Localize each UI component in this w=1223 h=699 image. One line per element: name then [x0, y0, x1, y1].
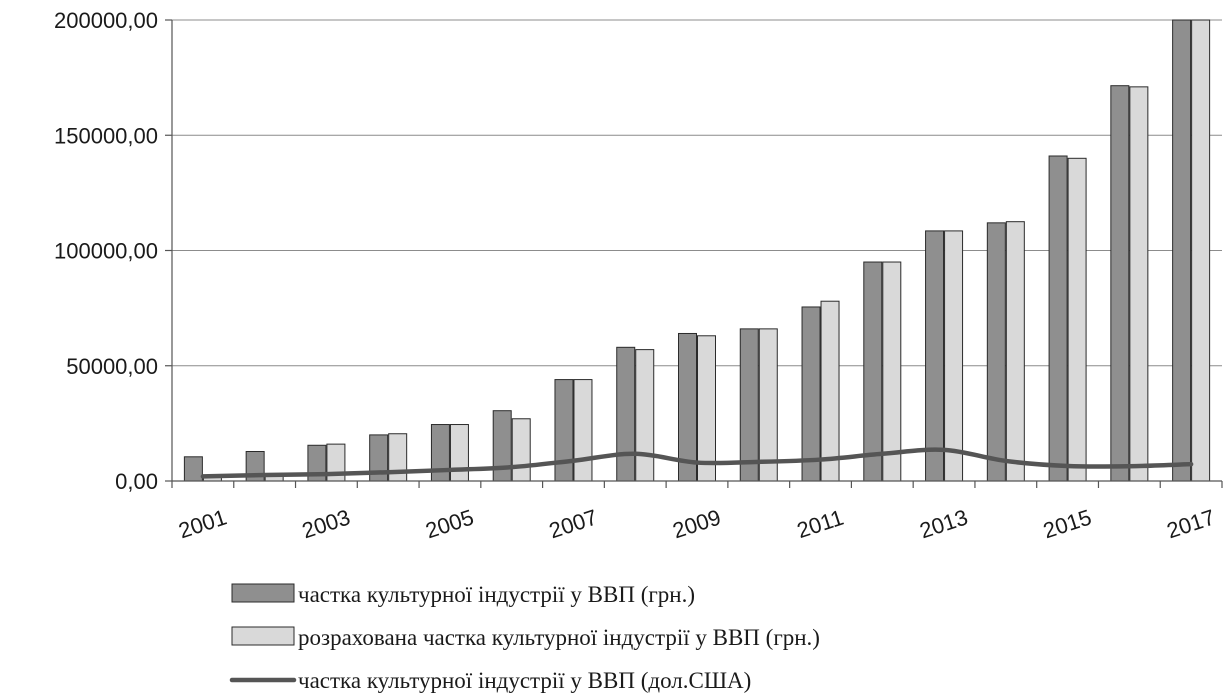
legend-label: розрахована частка культурної індустрії … — [298, 625, 820, 650]
x-tick-label: 2013 — [917, 504, 971, 543]
bar-actual-2006 — [492, 410, 512, 482]
y-tick-label: 0,00 — [115, 469, 158, 494]
bar-calculated-2010 — [758, 328, 778, 482]
bar-actual-2012 — [863, 261, 883, 482]
legend-label: частка культурної індустрії у ВВП (грн.) — [298, 582, 695, 607]
x-tick-label: 2003 — [299, 504, 353, 543]
y-tick-label: 50000,00 — [66, 354, 158, 379]
bar-actual-2013 — [925, 230, 945, 482]
y-tick-label: 150000,00 — [54, 123, 158, 148]
legend: частка культурної індустрії у ВВП (грн.)… — [229, 582, 820, 693]
bar-calculated-2012 — [882, 261, 902, 482]
bar-calculated-2007 — [573, 379, 593, 482]
bar-actual-2015 — [1048, 155, 1068, 482]
legend-swatch — [231, 583, 295, 603]
x-axis-tick-labels: 2001 2003 2005 2007 2009 2011 2013 2015 2017 — [175, 504, 1218, 543]
bar-calculated-2008 — [635, 349, 655, 482]
bar-calculated-2009 — [697, 335, 716, 482]
bar-calculated-2016 — [1129, 86, 1149, 482]
bar-actual-2011 — [801, 306, 821, 482]
line-series — [200, 447, 1194, 479]
bar-calculated-2017 — [1191, 19, 1211, 482]
bar-actual-2017 — [1172, 19, 1192, 482]
legend-swatch — [231, 626, 295, 646]
bar-actual-2001 — [183, 456, 203, 482]
y-tick-label: 200000,00 — [54, 8, 158, 33]
legend-label: частка культурної індустрії у ВВП (дол.С… — [298, 668, 751, 693]
bar-calculated-2006 — [511, 418, 531, 482]
bar-calculated-2013 — [944, 230, 964, 482]
bar-actual-2008 — [616, 346, 636, 482]
bar-calculated-2005 — [449, 424, 469, 482]
bar-actual-2010 — [739, 328, 759, 482]
x-tick-label: 2009 — [670, 504, 724, 543]
bar-calculated-2011 — [820, 300, 840, 482]
axes — [165, 19, 1223, 488]
bar-actual-2014 — [986, 222, 1006, 482]
y-axis-tick-labels: 0,00 50000,00 100000,00 150000,00 200000,00 — [54, 8, 158, 494]
bar-series — [183, 19, 1211, 482]
bar-actual-2016 — [1110, 85, 1130, 482]
x-tick-label: 2017 — [1164, 504, 1218, 543]
bar-calculated-2015 — [1067, 157, 1087, 482]
x-tick-label: 2015 — [1040, 504, 1094, 543]
x-tick-label: 2011 — [794, 505, 847, 543]
usd-share-line — [200, 447, 1194, 479]
bar-actual-2007 — [554, 379, 574, 482]
x-tick-label: 2007 — [546, 504, 600, 543]
x-tick-label: 2001 — [175, 504, 229, 543]
x-tick-label: 2005 — [422, 504, 476, 543]
y-tick-label: 100000,00 — [54, 239, 158, 264]
bar-calculated-2014 — [1005, 221, 1025, 482]
